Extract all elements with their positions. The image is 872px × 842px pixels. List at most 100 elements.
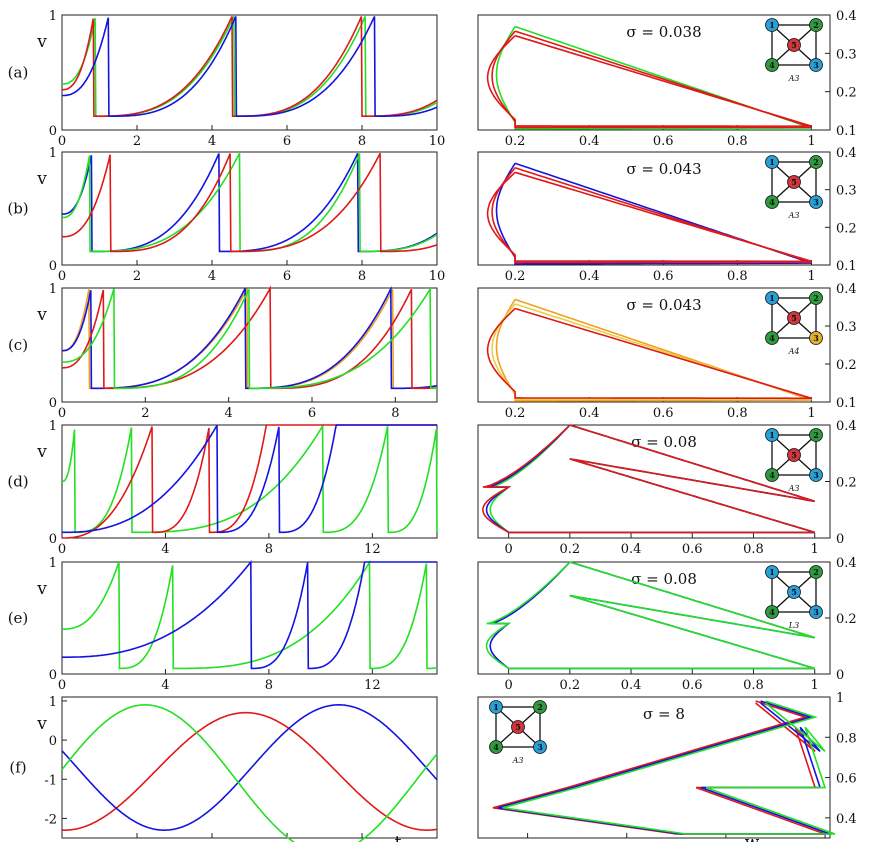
x-tick-label: 0.8 — [727, 134, 748, 149]
network-node — [765, 58, 779, 72]
axis-frame — [61, 287, 438, 403]
series-line-red — [491, 167, 812, 264]
axis-frame — [61, 14, 438, 131]
network-inset: 1 2 5 4 3 A4 — [765, 291, 823, 356]
x-tick-label: 4 — [208, 269, 216, 284]
y-tick-label: 0.6 — [836, 772, 857, 787]
network-node-number: 2 — [813, 293, 819, 303]
network-node — [489, 740, 503, 754]
network-node — [533, 740, 547, 754]
network-label: A3 — [788, 484, 800, 493]
x-tick-label: 4 — [161, 678, 169, 693]
y-tick-label: 0.3 — [836, 184, 857, 199]
series-line-red — [61, 152, 438, 253]
x-tick-label: 0 — [58, 406, 66, 421]
network-node-number: 2 — [813, 567, 819, 577]
network-edge-square — [771, 434, 817, 476]
x-tick-label: 0.8 — [727, 269, 748, 284]
x-tick-label: 0 — [58, 678, 66, 693]
x-tick-label: 12 — [364, 678, 381, 693]
x-tick-label: 4 — [208, 134, 216, 149]
series-line-green — [62, 559, 438, 670]
network-node-number: 3 — [813, 470, 819, 480]
x-tick-label: 8 — [358, 269, 366, 284]
sigma-label: σ = 0.043 — [626, 160, 701, 178]
y-tick-label: 0 — [49, 259, 57, 274]
y-tick-label: 1 — [49, 146, 57, 161]
network-inset: 1 2 5 4 3 A3 — [765, 428, 823, 493]
x-tick-label: 0.6 — [682, 678, 703, 693]
x-tick-label: 0.4 — [579, 269, 600, 284]
network-node-number: 5 — [791, 40, 797, 50]
x-tick-label: 0.2 — [505, 269, 526, 284]
row-label: (b) — [7, 200, 28, 218]
sigma-label: σ = 8 — [643, 705, 685, 723]
network-node — [511, 720, 525, 734]
x-tick-label: 0.4 — [579, 406, 600, 421]
y-tick-label: 0 — [49, 668, 57, 683]
axis-frame — [61, 561, 438, 675]
y-tick-label: 0.3 — [836, 47, 857, 62]
panel-right-5: -2-1010.40.60.81σ = 8w12543A3 — [477, 691, 857, 842]
x-tick-label: 0.8 — [743, 678, 764, 693]
series-line-red — [486, 307, 812, 400]
x-tick-label: 0.6 — [682, 542, 703, 557]
y-tick-label: 0.4 — [836, 282, 857, 297]
y-tick-label: 1 — [49, 556, 57, 571]
network-node — [765, 331, 779, 345]
network-node-number: 1 — [769, 430, 775, 440]
network-edge-square — [771, 161, 817, 203]
x-axis-label: t — [395, 833, 402, 842]
x-tick-label: 0 — [504, 542, 512, 557]
series-line-green — [485, 561, 815, 670]
network-edge-square — [771, 297, 817, 339]
network-node-number: 4 — [769, 60, 775, 70]
network-node — [809, 195, 823, 209]
series-line-green — [495, 25, 812, 130]
series-line-blue — [62, 560, 437, 670]
axis-frame — [61, 151, 438, 266]
sigma-label: σ = 0.08 — [631, 570, 697, 588]
network-inset: 1 2 5 4 3 A3 — [765, 155, 823, 220]
network-node-number: 2 — [537, 702, 543, 712]
network-node-number: 2 — [813, 20, 819, 30]
network-node — [765, 428, 779, 442]
x-tick-label: 8 — [265, 542, 273, 557]
y-tick-label: 0.2 — [836, 476, 857, 491]
y-tick-label: 0.4 — [836, 9, 857, 24]
network-node-number: 3 — [813, 607, 819, 617]
series-line-blue — [495, 162, 812, 265]
x-tick-label: 6 — [283, 134, 291, 149]
x-tick-label: 1 — [811, 678, 819, 693]
network-node — [787, 311, 801, 325]
series-line-green — [62, 16, 438, 117]
x-axis-label: w — [745, 833, 760, 842]
axis-frame — [61, 696, 438, 839]
series-line-green — [62, 285, 437, 390]
row-label: (a) — [8, 64, 29, 82]
network-node — [489, 700, 503, 714]
x-tick-label: 0.2 — [505, 134, 526, 149]
x-tick-label: 2 — [141, 406, 149, 421]
x-tick-label: 1 — [807, 269, 815, 284]
x-tick-label: 0 — [58, 134, 66, 149]
series-line-blue — [61, 424, 437, 534]
network-node-number: 5 — [791, 177, 797, 187]
network-edge-square — [771, 571, 817, 613]
y-tick-label: 0.8 — [836, 731, 857, 746]
series-line-red — [491, 30, 812, 129]
network-node — [809, 155, 823, 169]
panel-right-0: 0.2 0.4 0.6 0.8 1 0.1 0.2 0.3 0.4 σ = 0.038 1 2 5 4 3 A… — [477, 9, 857, 149]
network-node — [765, 18, 779, 32]
network-node — [765, 605, 779, 619]
network-node — [787, 585, 801, 599]
network-inset: 1 2 5 4 3 L3 — [765, 565, 823, 630]
network-node-number: 4 — [769, 607, 775, 617]
y-tick-label: 0 — [49, 396, 57, 411]
panel-right-2: 0.2 0.4 0.6 0.8 1 0.1 0.2 0.3 0.4 σ = 0.043 1 2 5 4 3 A… — [477, 282, 857, 421]
series-line-blue — [61, 704, 438, 831]
network-node — [787, 175, 801, 189]
x-tick-label: 0.2 — [559, 678, 580, 693]
network-node — [809, 291, 823, 305]
